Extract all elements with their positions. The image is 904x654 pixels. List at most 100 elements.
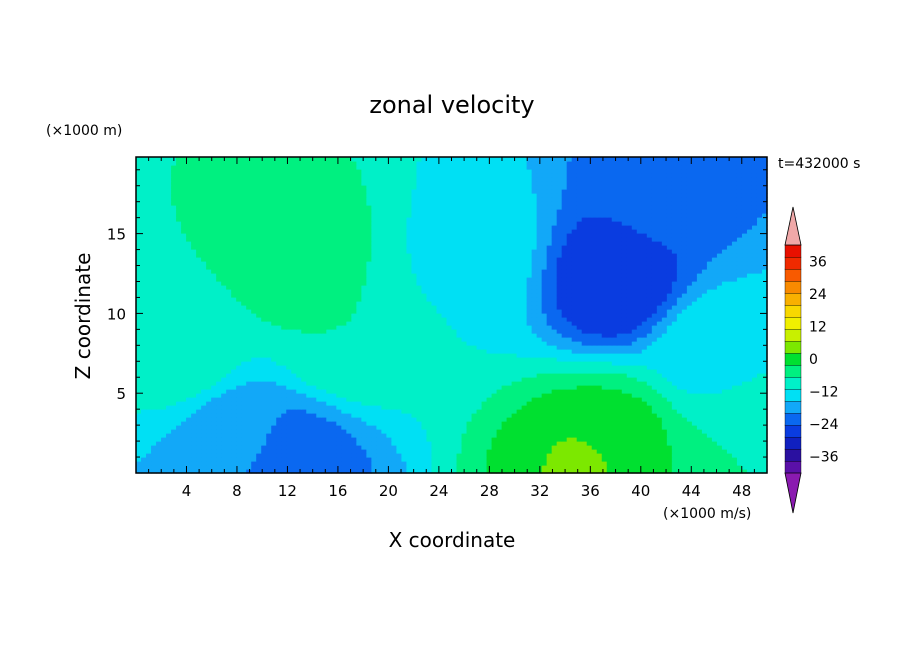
field-cell (616, 457, 623, 462)
field-cell (306, 357, 312, 362)
field-cell (551, 349, 558, 354)
field-cell (376, 317, 382, 322)
field-cell (586, 453, 593, 458)
field-cell (266, 321, 272, 326)
field-cell (421, 325, 428, 330)
field-cell (756, 377, 763, 382)
field-cell (646, 317, 653, 322)
field-cell (761, 401, 768, 406)
field-cell (486, 457, 493, 462)
field-cell (641, 341, 648, 346)
field-cell (501, 413, 508, 418)
field-cell (146, 357, 152, 362)
field-cell (721, 341, 728, 346)
field-cell (411, 417, 418, 422)
field-cell (386, 385, 393, 390)
field-cell (226, 465, 232, 470)
field-cell (431, 337, 438, 342)
field-cell (311, 425, 317, 430)
field-cell (496, 349, 503, 354)
field-cell (586, 401, 593, 406)
field-cell (656, 377, 663, 382)
field-cell (586, 397, 593, 402)
field-cell (466, 369, 473, 374)
field-cell (716, 453, 723, 458)
field-cell (496, 369, 503, 374)
field-cell (511, 321, 518, 326)
field-cell (286, 381, 292, 386)
field-cell (621, 353, 628, 358)
field-cell (431, 361, 438, 366)
field-cell (171, 361, 177, 366)
field-cell (201, 441, 207, 446)
field-cell (636, 341, 643, 346)
field-cell (536, 321, 543, 326)
field-cell (391, 333, 398, 338)
field-cell (171, 337, 177, 342)
field-cell (701, 317, 708, 322)
field-cell (311, 325, 317, 330)
field-cell (371, 433, 377, 438)
field-cell (411, 425, 418, 430)
field-cell (596, 365, 603, 370)
field-cell (251, 337, 257, 342)
field-cell (746, 465, 753, 470)
field-cell (651, 429, 658, 434)
field-cell (751, 425, 758, 430)
field-cell (346, 333, 352, 338)
field-cell (261, 341, 267, 346)
field-cell (426, 365, 433, 370)
field-cell (726, 361, 733, 366)
field-cell (671, 357, 678, 362)
field-cell (361, 409, 367, 414)
field-cell (751, 429, 758, 434)
field-cell (431, 349, 438, 354)
field-cell (256, 425, 262, 430)
field-cell (276, 373, 282, 378)
field-cell (591, 381, 598, 386)
field-cell (191, 325, 197, 330)
field-cell (486, 337, 493, 342)
field-cell (606, 345, 613, 350)
field-cell (376, 345, 382, 350)
field-cell (651, 441, 658, 446)
field-cell (301, 349, 307, 354)
field-cell (681, 453, 688, 458)
field-cell (731, 373, 738, 378)
field-cell (251, 405, 257, 410)
field-cell (206, 461, 212, 466)
field-cell (291, 345, 297, 350)
field-cell (421, 333, 428, 338)
field-cell (211, 421, 217, 426)
field-cell (686, 325, 693, 330)
field-cell (371, 445, 377, 450)
field-cell (291, 337, 297, 342)
field-cell (581, 433, 588, 438)
field-cell (421, 345, 428, 350)
field-cell (511, 373, 518, 378)
field-cell (261, 429, 267, 434)
field-cell (381, 317, 387, 322)
field-cell (286, 397, 292, 402)
field-cell (186, 373, 192, 378)
field-cell (601, 405, 608, 410)
field-cell (591, 329, 598, 334)
field-cell (396, 369, 403, 374)
field-cell (581, 317, 588, 322)
field-cell (251, 433, 257, 438)
field-cell (336, 413, 342, 418)
field-cell (671, 341, 678, 346)
y-axis-label: Z coordinate (71, 253, 95, 380)
field-cell (261, 329, 267, 334)
field-cell (166, 449, 172, 454)
field-cell (551, 317, 558, 322)
field-cell (566, 385, 573, 390)
field-cell (341, 453, 347, 458)
field-cell (316, 377, 322, 382)
field-cell (376, 437, 382, 442)
field-cell (421, 349, 428, 354)
field-cell (666, 373, 673, 378)
field-cell (481, 341, 488, 346)
field-cell (606, 461, 613, 466)
field-cell (566, 337, 573, 342)
